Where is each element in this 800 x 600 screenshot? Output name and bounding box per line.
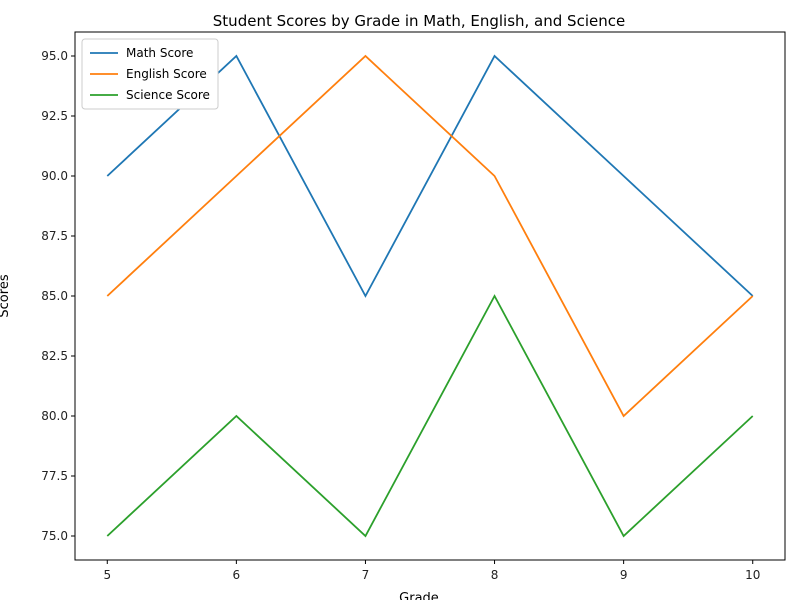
x-axis: 5 6 7 8 9 10 (103, 560, 760, 582)
x-axis-label: Grade (399, 591, 439, 600)
legend-label-math-score: Math Score (126, 46, 193, 60)
legend-label-english-score: English Score (126, 67, 207, 81)
x-tick-label: 6 (233, 568, 241, 582)
y-tick-label: 82.5 (41, 349, 68, 363)
y-tick-label: 95.0 (41, 49, 68, 63)
chart-title: Student Scores by Grade in Math, English… (213, 12, 625, 30)
x-tick-label: 5 (103, 568, 111, 582)
y-tick-label: 87.5 (41, 229, 68, 243)
legend: Math Score English Score Science Score (81, 38, 219, 110)
y-axis-label: Scores (0, 274, 12, 317)
x-tick-label: 10 (745, 568, 760, 582)
y-tick-label: 75.0 (41, 529, 68, 543)
x-tick-label: 8 (491, 568, 499, 582)
y-tick-label: 77.5 (41, 469, 68, 483)
y-tick-label: 92.5 (41, 109, 68, 123)
legend-label-science-score: Science Score (126, 88, 210, 102)
y-tick-label: 80.0 (41, 409, 68, 423)
y-tick-label: 90.0 (41, 169, 68, 183)
y-axis: 75.0 77.5 80.0 82.5 85.0 87.5 90.0 92.5 95.0 (41, 49, 75, 543)
y-tick-label: 85.0 (41, 289, 68, 303)
english-score-line (106, 54, 754, 418)
x-tick-label: 9 (620, 568, 628, 582)
legend-box (81, 38, 219, 110)
x-tick-label: 7 (362, 568, 370, 582)
science-score-line (106, 294, 754, 538)
plot-area (74, 31, 786, 561)
